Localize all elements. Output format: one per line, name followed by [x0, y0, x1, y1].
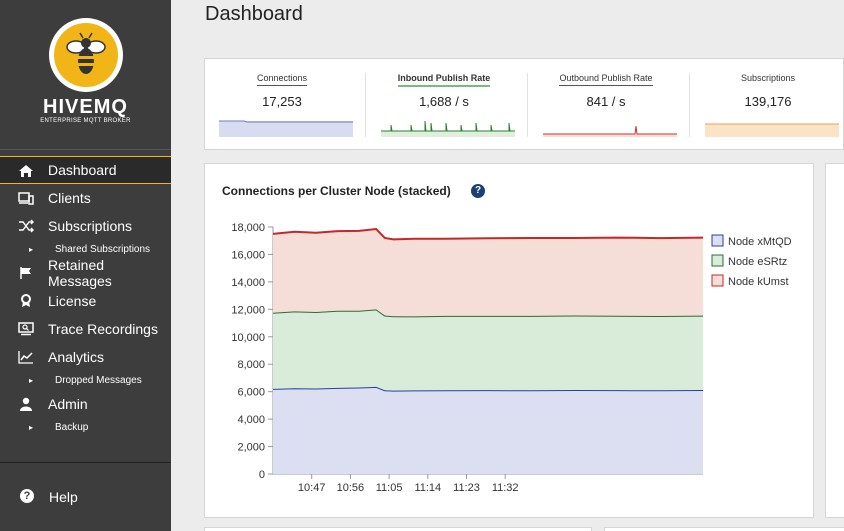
legend-swatch	[711, 274, 724, 287]
stat-outbound-publish-rate[interactable]: Outbound Publish Rate 841 / s	[529, 59, 683, 151]
sparkline	[381, 120, 515, 137]
monitor-search-icon	[18, 322, 34, 336]
legend-label: Node kUmst	[728, 276, 789, 288]
shuffle-icon	[19, 219, 34, 233]
stat-label: Inbound Publish Rate	[367, 73, 521, 87]
sidebar-item-admin[interactable]: Admin	[0, 390, 171, 418]
y-tick-label: 8,000	[237, 359, 265, 371]
stat-label: Outbound Publish Rate	[529, 73, 683, 86]
stat-value: 841 / s	[586, 94, 626, 109]
x-tick-label: 10:56	[337, 482, 365, 494]
x-tick-label: 11:32	[492, 482, 519, 494]
chart-title: Connections per Cluster Node (stacked)	[222, 184, 451, 198]
sidebar-divider	[0, 462, 171, 463]
sidebar-item-retained-messages[interactable]: Retained Messages	[0, 257, 171, 289]
y-tick-label: 6,000	[237, 387, 265, 399]
stat-divider	[365, 73, 366, 137]
sidebar: HIVEMQ ENTERPRISE MQTT BROKER Dashboard …	[0, 0, 171, 531]
x-tick-label: 11:14	[414, 482, 441, 494]
stat-inbound-publish-rate[interactable]: Inbound Publish Rate 1,688 / s	[367, 59, 521, 151]
sidebar-item-label: Trace Recordings	[48, 321, 158, 337]
stat-subscriptions[interactable]: Subscriptions 139,176	[691, 59, 844, 151]
line-chart-icon	[18, 351, 33, 364]
bottom-panel	[604, 527, 844, 531]
sidebar-subitem-label: Shared Subscriptions	[55, 244, 151, 255]
series-area-2	[273, 229, 703, 317]
y-tick-label: 16,000	[231, 249, 265, 261]
stat-value: 17,253	[262, 94, 302, 109]
stat-divider	[689, 73, 690, 137]
y-tick-label: 4,000	[237, 414, 265, 426]
user-icon	[20, 397, 32, 411]
legend-label: Node xMtQD	[728, 236, 792, 248]
sidebar-item-label: Retained Messages	[48, 257, 112, 289]
caret-right-icon: ▸	[29, 376, 34, 385]
devices-icon	[18, 192, 34, 205]
y-tick-label: 0	[259, 469, 265, 481]
sparkline	[705, 123, 839, 137]
legend-swatch	[711, 254, 724, 267]
y-tick-label: 2,000	[237, 442, 265, 454]
sidebar-item-analytics[interactable]: Analytics	[0, 343, 171, 371]
side-panel	[825, 163, 844, 518]
home-icon	[19, 165, 33, 177]
x-tick-label: 11:05	[376, 482, 403, 494]
sidebar-subitem-backup[interactable]: ▸ Backup	[0, 418, 171, 437]
sidebar-item-dashboard[interactable]: Dashboard	[0, 156, 171, 184]
series-area-1	[273, 309, 703, 391]
help-icon: ?	[20, 489, 34, 503]
sidebar-subitem-label: Dropped Messages	[55, 375, 142, 386]
stat-connections[interactable]: Connections 17,253	[205, 59, 359, 151]
help-link[interactable]: ? Help	[0, 486, 171, 508]
brand-logo[interactable]	[49, 18, 123, 92]
stat-label: Connections	[205, 73, 359, 86]
page-title: Dashboard	[205, 3, 303, 25]
y-tick-label: 14,000	[231, 277, 265, 289]
series-line-2	[272, 228, 704, 241]
sidebar-item-subscriptions[interactable]: Subscriptions	[0, 212, 171, 240]
bottom-panel	[204, 527, 592, 531]
award-icon	[21, 294, 31, 307]
sidebar-nav: Dashboard Clients Subscriptions ▸ Shared…	[0, 156, 171, 437]
y-tick-label: 12,000	[231, 304, 265, 316]
x-tick-label: 10:47	[298, 482, 326, 494]
y-tick-label: 10,000	[231, 332, 265, 344]
sparkline	[543, 125, 677, 137]
help-icon[interactable]: ?	[471, 184, 485, 198]
logo-area: HIVEMQ ENTERPRISE MQTT BROKER	[0, 0, 171, 150]
legend-label: Node eSRtz	[728, 256, 787, 268]
help-label: Help	[49, 489, 78, 505]
connections-chart-panel: Connections per Cluster Node (stacked) ?…	[204, 163, 814, 518]
sidebar-item-label: Analytics	[48, 349, 105, 365]
brand-name: HIVEMQ	[43, 96, 128, 118]
legend-swatch	[711, 234, 724, 247]
flag-icon	[20, 267, 31, 279]
caret-right-icon: ▸	[29, 245, 34, 254]
sidebar-item-label: Subscriptions	[48, 218, 133, 234]
sidebar-item-license[interactable]: License	[0, 287, 171, 315]
stats-panel: Connections 17,253 Inbound Publish Rate …	[204, 58, 844, 150]
sidebar-item-label: Clients	[48, 190, 91, 206]
sidebar-item-trace-recordings[interactable]: Trace Recordings	[0, 315, 171, 343]
bee-logo-icon	[54, 23, 118, 87]
sidebar-item-label: Admin	[48, 396, 88, 412]
stat-divider	[527, 73, 528, 137]
stacked-area-chart: 0 2,000 4,000 6,000 8,000 10,000 12,000 14,000 1…	[231, 222, 792, 494]
stat-value: 1,688 / s	[419, 94, 469, 109]
sidebar-item-label: License	[48, 293, 97, 309]
sidebar-item-clients[interactable]: Clients	[0, 184, 171, 212]
brand-tagline: ENTERPRISE MQTT BROKER	[40, 118, 131, 124]
series-area-0	[273, 386, 703, 474]
sidebar-subitem-dropped-messages[interactable]: ▸ Dropped Messages	[0, 371, 171, 390]
sidebar-subitem-label: Backup	[55, 422, 89, 433]
caret-right-icon: ▸	[29, 423, 34, 432]
stat-label: Subscriptions	[740, 73, 796, 83]
y-tick-label: 18,000	[231, 222, 265, 234]
x-tick-label: 11:23	[453, 482, 480, 494]
sidebar-item-label: Dashboard	[48, 162, 117, 178]
sparkline	[219, 120, 353, 137]
stat-value: 139,176	[744, 94, 792, 109]
sidebar-subitem-shared-subscriptions[interactable]: ▸ Shared Subscriptions	[0, 240, 171, 259]
